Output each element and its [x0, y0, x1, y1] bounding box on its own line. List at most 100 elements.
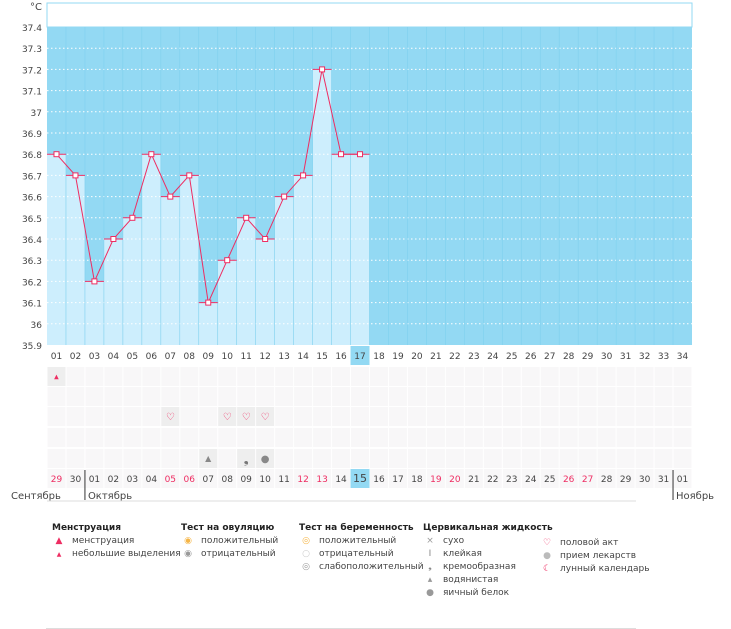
y-tick-label: 36.7: [22, 172, 42, 182]
date-label: 22: [487, 475, 498, 485]
symbol-cell: [388, 367, 407, 386]
y-tick-label: 36.9: [22, 130, 42, 140]
symbol-cell: [142, 428, 161, 447]
symbol-cell: [294, 428, 313, 447]
symbol-cell: [407, 428, 426, 447]
date-label: 24: [525, 475, 537, 485]
pregnancy-negative-icon: ○: [302, 549, 310, 559]
symbol-cell: [142, 367, 161, 386]
symbol-cell: [464, 449, 483, 468]
symbol-cell: [313, 407, 332, 426]
symbol-cell: [199, 367, 218, 386]
symbol-cell: [635, 407, 654, 426]
symbol-cell: [161, 449, 180, 468]
symbol-cell: [161, 428, 180, 447]
symbol-cell: [66, 387, 85, 406]
legend-title: Тест на беременность: [299, 523, 414, 533]
ovulation-positive-icon: ◉: [184, 536, 192, 546]
symbol-cell: [578, 387, 597, 406]
symbol-cell: [123, 407, 142, 426]
month-label: Сентябрь: [11, 491, 61, 502]
symbol-cell: [370, 387, 388, 406]
date-cell: [294, 469, 313, 488]
data-point: [243, 214, 250, 221]
legend-item: кремообразная: [443, 562, 516, 572]
legend-item: менструация: [72, 536, 135, 546]
symbol-cell: [85, 407, 104, 426]
symbol-cell-filled: [161, 407, 180, 426]
symbol-cell: [47, 407, 66, 426]
date-cell: [521, 469, 540, 488]
date-label: 26: [563, 475, 575, 485]
symbol-cell: [616, 449, 635, 468]
symbol-cell: [370, 428, 388, 447]
data-point: [91, 278, 98, 285]
symbol-cell: [540, 449, 559, 468]
symbol-cell: [161, 367, 180, 386]
symbol-cell: [464, 367, 483, 386]
cycle-day-label: 34: [677, 352, 689, 362]
date-cell: [464, 469, 483, 488]
date-label: 31: [658, 475, 669, 485]
date-cell: [180, 469, 199, 488]
date-cell: [654, 469, 673, 488]
data-point: [224, 257, 231, 264]
symbol-cell: [199, 407, 218, 426]
watery-drop-icon: ▲: [205, 454, 212, 463]
date-label: 01: [677, 475, 688, 485]
date-cell: [256, 469, 275, 488]
date-label: 13: [316, 475, 327, 485]
cycle-day-label: 10: [221, 352, 233, 362]
legend-title: Менструация: [52, 523, 121, 533]
date-cell: [540, 469, 559, 488]
creamy-icon: ❟: [244, 452, 249, 467]
symbol-cell: [502, 428, 521, 447]
symbol-cell: [654, 407, 673, 426]
symbol-cell: [540, 367, 559, 386]
symbol-cell: [351, 387, 369, 406]
cycle-day-label: 16: [335, 352, 347, 362]
data-point: [300, 172, 307, 179]
legend-item: клейкая: [443, 549, 482, 559]
symbol-cell: [426, 407, 445, 426]
symbol-cell: [521, 428, 540, 447]
symbol-cell: [351, 407, 369, 426]
symbol-cell: [559, 449, 578, 468]
data-point: [129, 214, 136, 221]
symbol-cell: [540, 387, 559, 406]
date-label: 07: [203, 475, 214, 485]
symbol-cell: [616, 428, 635, 447]
date-label: 10: [259, 475, 271, 485]
data-point: [110, 236, 117, 242]
symbol-cell: [370, 407, 388, 426]
date-cell: [559, 469, 578, 488]
date-cell: [388, 469, 407, 488]
symbol-cell: [218, 428, 237, 447]
symbol-cell: [104, 407, 123, 426]
pregnancy-weak-icon: ◎: [302, 562, 310, 572]
legend-other: ♡ половой акт ● прием лекарств ☾ лунный кал…: [540, 535, 650, 574]
cycle-day-label: 02: [70, 352, 81, 362]
date-cell: [351, 469, 369, 488]
legend-item: водянистая: [443, 575, 499, 585]
bar: [274, 196, 294, 345]
cycle-day-label: 13: [278, 352, 289, 362]
symbol-cell: [313, 367, 332, 386]
symbol-cell: [294, 367, 313, 386]
date-label: 06: [184, 475, 196, 485]
y-tick-label: 36.5: [22, 215, 42, 225]
symbol-cell: [654, 449, 673, 468]
symbol-cell: [275, 367, 294, 386]
symbol-cell: [104, 449, 123, 468]
symbol-cell: [673, 407, 692, 426]
legend-menstruation: Менструация ▲ менструация ▲ небольшие выде…: [52, 523, 181, 559]
symbol-cell: [445, 367, 464, 386]
symbol-cell: [66, 428, 85, 447]
symbol-cell: [559, 387, 578, 406]
egg-white-icon: ●: [426, 588, 434, 598]
legend-title: Цервикальная жидкость: [423, 523, 553, 533]
date-label: 29: [620, 475, 632, 485]
symbol-cell: [332, 367, 351, 386]
symbol-cell: [483, 387, 502, 406]
symbol-cell: [332, 387, 351, 406]
